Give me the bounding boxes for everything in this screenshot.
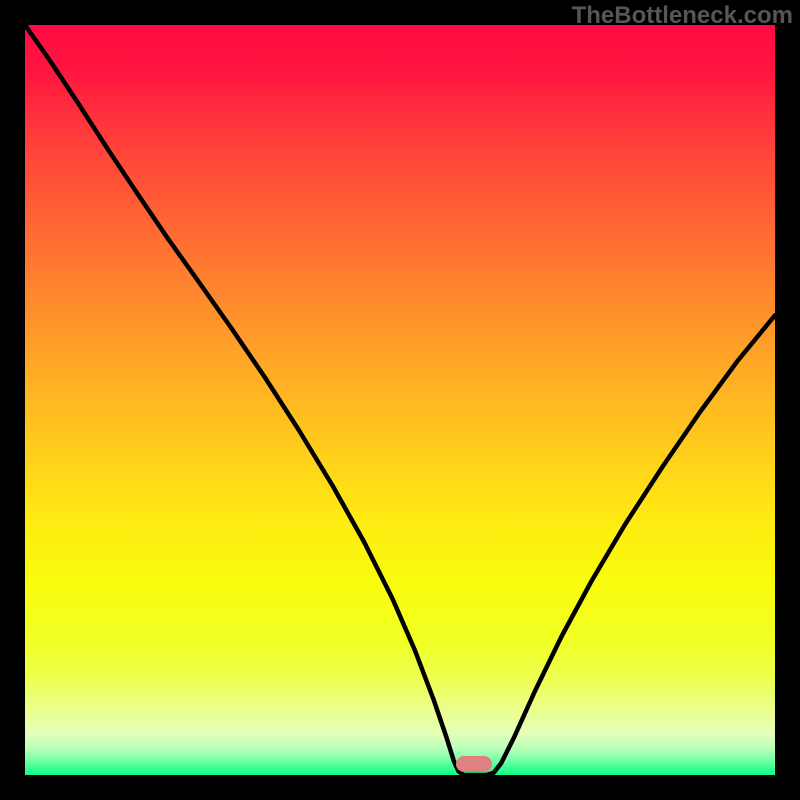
chart-curve	[25, 25, 775, 775]
watermark-text: TheBottleneck.com	[572, 2, 793, 30]
bottleneck-marker	[456, 756, 492, 772]
chart-frame: TheBottleneck.com	[0, 0, 800, 800]
plot-area	[25, 25, 775, 775]
